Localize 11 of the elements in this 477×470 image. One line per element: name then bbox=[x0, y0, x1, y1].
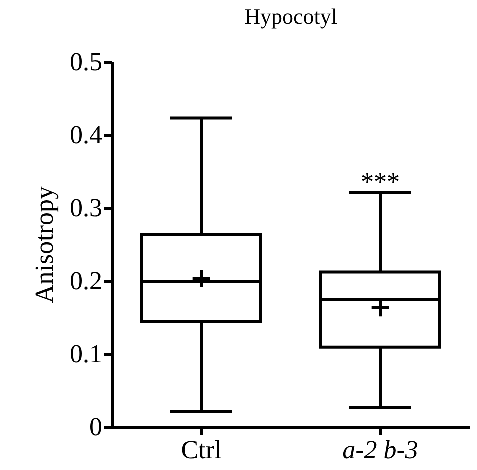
y-tick-label: 0.5 bbox=[70, 48, 102, 76]
y-tick-label: 0 bbox=[90, 412, 102, 442]
y-tick-label: 0.3 bbox=[70, 194, 102, 222]
y-tick-label: 0.4 bbox=[70, 120, 102, 150]
annotation: *** bbox=[361, 168, 400, 197]
x-tick-label: Ctrl bbox=[181, 436, 222, 464]
chart-title: Hypocotyl bbox=[244, 4, 338, 29]
y-tick-label: 0.2 bbox=[70, 266, 102, 296]
y-tick-label: 0.1 bbox=[70, 340, 102, 368]
x-tick-label: a-2 b-3 bbox=[342, 436, 418, 464]
y-axis-title: Anisotropy bbox=[30, 186, 59, 304]
